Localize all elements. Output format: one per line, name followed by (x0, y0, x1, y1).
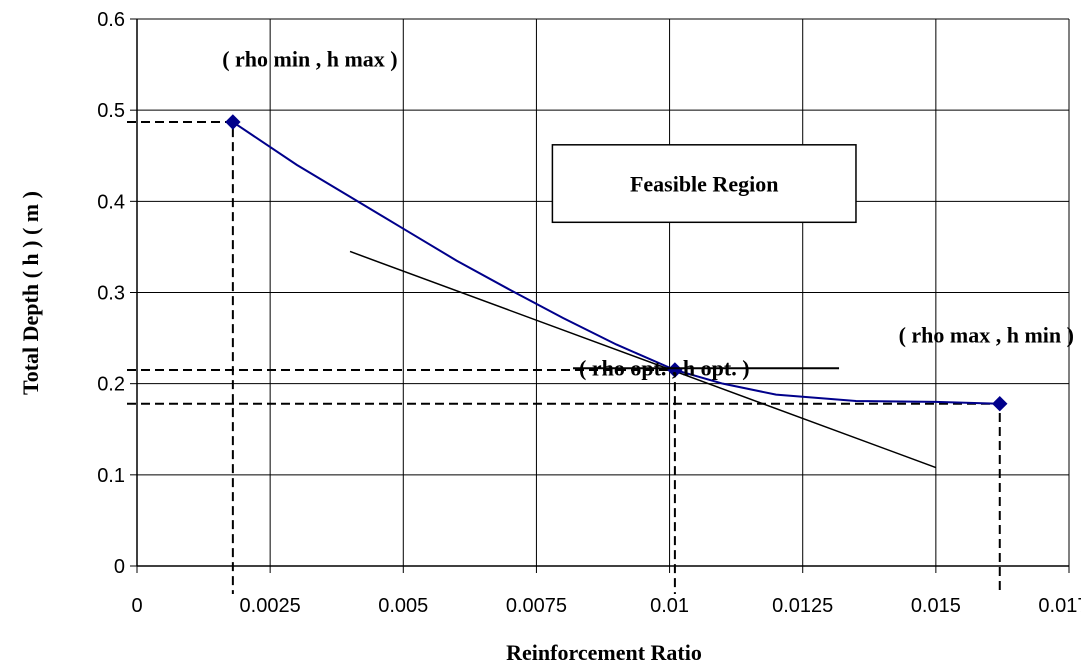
x-tick-label: 0.005 (378, 595, 428, 617)
data-point-marker (225, 114, 241, 130)
x-axis-title: Reinforcement Ratio (506, 640, 702, 665)
x-tick-label: 0.015 (911, 595, 961, 617)
x-tick-label: 0.0175 (1038, 595, 1081, 617)
grid-layer (137, 18, 1070, 566)
rho-min-label: ( rho min , h max ) (222, 46, 397, 71)
x-tick-label: 0.0125 (772, 595, 833, 617)
axis-layer: 0 0.1 0.2 0.3 0.4 0.5 0.6 0 0.0025 0.005 0.0075 0.0… (97, 9, 1081, 617)
y-tick-label: 0.2 (97, 374, 125, 396)
x-tick-label: 0.0075 (506, 595, 567, 617)
feasible-region-box (551, 144, 857, 224)
feasible-region-label: Feasible Region (630, 172, 779, 197)
y-axis-title: Total Depth ( h ) ( m ) (18, 191, 43, 395)
y-tick-label: 0.1 (97, 465, 125, 487)
tangent-line (349, 250, 937, 469)
x-tick-label: 0.0025 (240, 595, 301, 617)
depth-curve (232, 121, 1000, 405)
y-tick-label: 0.4 (97, 191, 125, 213)
rho-max-label: ( rho max , h min ) (899, 323, 1074, 348)
annotation-layer: ( rho min , h max )( rho max , h min )( … (222, 46, 1074, 380)
x-tick-label: 0.01 (650, 595, 689, 617)
region-box-layer: Feasible Region (551, 144, 857, 224)
x-tick-label: 0 (131, 595, 142, 617)
y-tick-label: 0.3 (97, 283, 125, 305)
data-point-marker (992, 396, 1008, 412)
y-tick-label: 0.6 (97, 9, 125, 31)
y-tick-label: 0.5 (97, 100, 125, 122)
y-tick-label: 0 (114, 556, 125, 578)
series-layer (225, 114, 1008, 469)
